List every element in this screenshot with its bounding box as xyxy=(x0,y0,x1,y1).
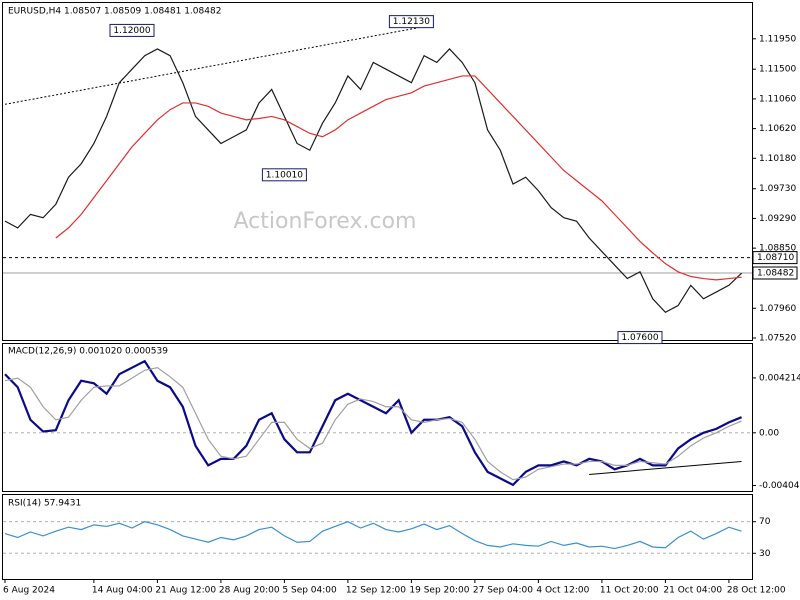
y-tick-label: 0.004214 xyxy=(759,373,800,383)
series-line xyxy=(4,521,742,550)
y-tick-label: 1.09290 xyxy=(759,214,796,224)
x-tick-label: 19 Sep 20:00 xyxy=(409,586,469,596)
y-tick-label: 1.11060 xyxy=(759,94,796,104)
y-tick-label: 1.10620 xyxy=(759,124,796,134)
annotation-box xyxy=(617,331,663,345)
x-tick-label: 12 Sep 12:00 xyxy=(346,586,406,596)
x-tick-label: 21 Aug 12:00 xyxy=(155,586,216,596)
level-label: 1.08482 xyxy=(757,269,794,279)
x-tick-label: 11 Oct 20:00 xyxy=(600,586,659,596)
x-tick-label: 27 Sep 04:00 xyxy=(473,586,533,596)
watermark: ActionForex.com xyxy=(234,209,417,234)
x-tick-label: 21 Oct 04:00 xyxy=(663,586,722,596)
x-tick-label: 14 Aug 04:00 xyxy=(92,586,153,596)
level-box xyxy=(752,251,798,265)
price-panel xyxy=(2,2,753,341)
level-box xyxy=(752,266,798,280)
y-tick-label: 1.09730 xyxy=(759,184,796,194)
y-tick-label: 30 xyxy=(759,549,771,559)
y-tick-label: 1.11950 xyxy=(759,34,796,44)
x-tick-label: 5 Sep 04:00 xyxy=(282,586,337,596)
annotation-label: 1.12000 xyxy=(113,26,150,36)
y-tick-label: 1.11500 xyxy=(759,65,796,75)
y-tick-label: 0.00 xyxy=(759,428,779,438)
y-tick-label: 1.08850 xyxy=(759,244,796,254)
y-tick-label: 1.07520 xyxy=(759,333,796,343)
series-line xyxy=(4,359,743,487)
level-label: 1.08710 xyxy=(757,253,794,263)
x-tick-label: 28 Oct 12:00 xyxy=(727,586,786,596)
macd-panel xyxy=(2,343,753,492)
macd-title: MACD(12,26,9) 0.001020 0.000539 xyxy=(8,347,168,357)
annotation-box xyxy=(109,23,155,37)
y-tick-label: 1.07960 xyxy=(759,304,796,314)
annotation-box xyxy=(261,168,307,182)
y-tick-label: 1.10180 xyxy=(759,154,796,164)
annotation-label: 1.07600 xyxy=(621,333,658,343)
rsi-title: RSI(14) 57.9431 xyxy=(8,499,81,509)
trend-line xyxy=(589,460,742,475)
annotation-box xyxy=(388,15,434,29)
series-line xyxy=(4,367,742,481)
series-line xyxy=(4,48,743,314)
y-tick-label: 70 xyxy=(759,517,771,527)
rsi-panel xyxy=(2,494,753,580)
price-title: EURUSD,H4 1.08507 1.08509 1.08481 1.0848… xyxy=(8,7,221,17)
series-line xyxy=(55,75,742,281)
annotation-label: 1.10010 xyxy=(266,170,303,180)
x-tick-label: 4 Oct 12:00 xyxy=(536,586,589,596)
x-tick-label: 28 Aug 20:00 xyxy=(219,586,280,596)
trend-line xyxy=(4,26,425,105)
annotation-label: 1.12130 xyxy=(393,17,430,27)
x-tick-label: 6 Aug 2024 xyxy=(3,586,55,596)
